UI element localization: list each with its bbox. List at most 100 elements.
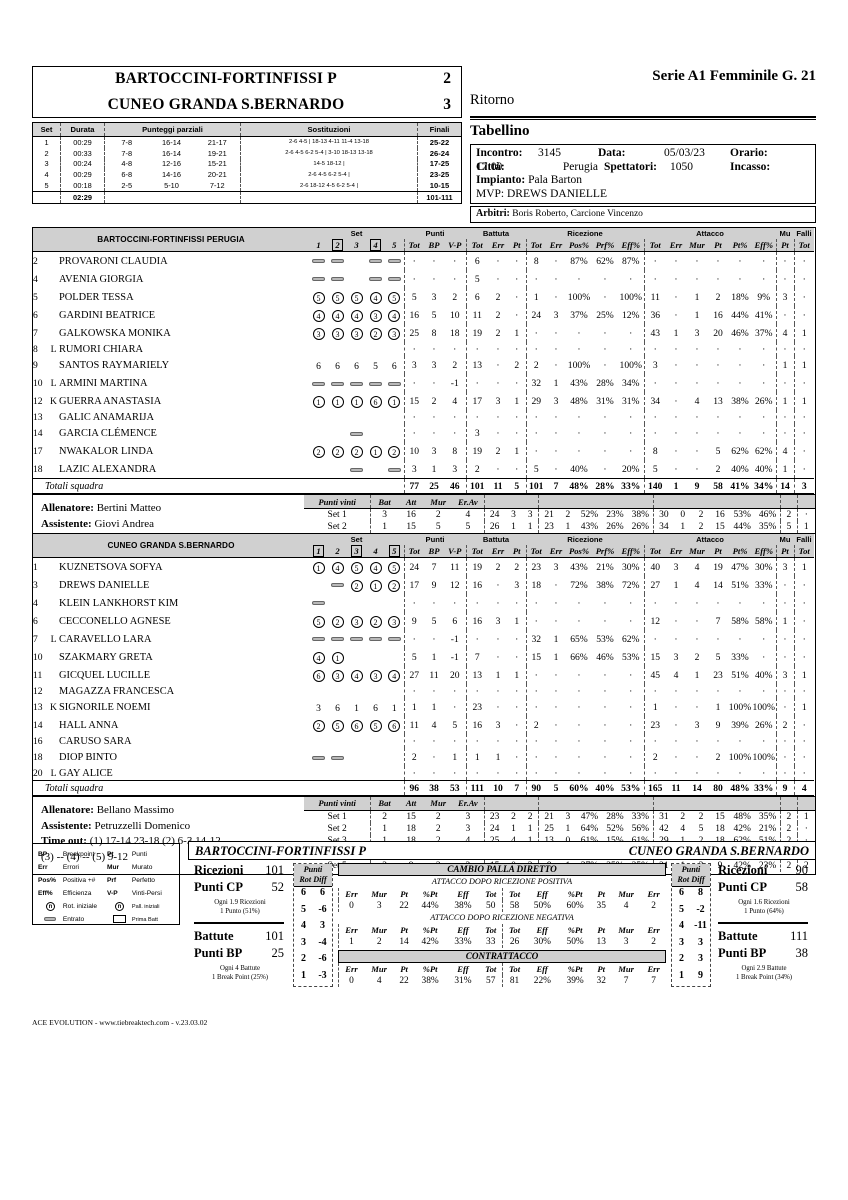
player-name: GALIC ANAMARIJA (59, 411, 154, 423)
entered-marker (312, 601, 325, 606)
stat-cell: · (695, 359, 699, 371)
stat-cell: 53% (621, 651, 640, 663)
player-set-position (309, 424, 328, 442)
stat-cell: 72% (621, 579, 640, 591)
analysis-col-right: Eff (536, 964, 548, 974)
stat-cell: 3 (673, 561, 679, 573)
analysis-col-right: Err (647, 925, 660, 935)
stat-cell: · (496, 701, 500, 713)
player-set-position: 1 (366, 576, 385, 594)
stat-cell: 3 (694, 719, 700, 731)
player-set-position (347, 252, 366, 271)
analysis-col-right: Tot (502, 924, 526, 936)
total-stat-cell: 3 (793, 478, 814, 495)
stat-cell: · (738, 767, 742, 779)
analysis-panel: BARTOCCINI-FORTINFISSI P CUNEO GRANDA S.… (188, 841, 816, 1013)
spettatori-label: Spettatori: (604, 160, 658, 173)
rotation-number: 1 (301, 969, 306, 981)
home-puntibp-row: Punti BP 25 (190, 946, 290, 963)
player-number: 1 (33, 561, 38, 573)
stat-cell: · (465, 630, 488, 648)
stat-cell: · (525, 342, 546, 357)
setstat-cell: 42% (733, 860, 751, 871)
stat-cell: 2 (643, 748, 666, 767)
rotation-header: Punti Rot Diff (672, 864, 710, 887)
rotation-row: 3 -4 (294, 937, 332, 954)
total-stat-cell: 9 (686, 478, 708, 495)
total-stat-cell: 101 (465, 478, 488, 495)
stat-cell: 2 (715, 463, 721, 475)
stat-cell: 5 (525, 460, 546, 479)
stat-cell: · (674, 633, 678, 645)
stat-cell: · (716, 343, 720, 355)
player-number: 18 (33, 463, 43, 475)
group-punti: Punti (404, 228, 466, 239)
player-set-position: 5 (347, 558, 366, 577)
player-set-position (385, 734, 404, 748)
total-stat-cell: 38 (424, 780, 444, 797)
partial-1: 4-8 (104, 158, 149, 170)
col-Tot: Tot (793, 239, 814, 252)
setstat-cell: 4 (680, 823, 686, 834)
away-punticp-value: 58 (795, 880, 809, 894)
player-set-position: 5 (347, 288, 366, 306)
set-number: 4 (44, 170, 49, 180)
stat-cell: 1 (452, 751, 458, 763)
set-final-score: 10-15 (417, 180, 462, 192)
stat-cell: · (577, 411, 581, 423)
stat-cell: · (515, 735, 519, 747)
setstat-cell: 23 (538, 520, 560, 534)
stat-cell: 29 (525, 392, 546, 411)
player-number: 12 (33, 395, 43, 407)
group-falli: Falli (794, 228, 814, 239)
attack-after-negative-reception-table: Err Mur Pt %Pt Eff Tot Tot Eff %Pt Pt Mur Err 1 2 14 42… (337, 924, 666, 948)
player-row: 17 NWAKALOR LINDA 2 2 2 1 2 10 3 8 19 2 1 · · · · · 8 · · 5 62… (33, 442, 814, 461)
partial-3: 7-12 (209, 181, 225, 191)
legend-entrato: Entrato (62, 916, 85, 923)
analysis-col-right: Mur (618, 925, 634, 935)
stat-cell: · (496, 463, 500, 475)
analysis-value-left: 3 (376, 901, 382, 911)
stat-cell: 58% (731, 615, 749, 627)
player-role (48, 288, 59, 306)
set-duration: 00:24 (60, 158, 105, 170)
stat-cell: · (716, 273, 720, 285)
set-final-score: 25-22 (417, 136, 462, 148)
stat-cell: 20% (621, 463, 640, 475)
stat-cell: 26% (754, 395, 773, 407)
stat-cell: 1 (431, 463, 437, 475)
stat-cell: · (525, 612, 546, 630)
player-set-position (328, 270, 347, 288)
stat-cell: · (603, 291, 607, 303)
setstat-row: Set 1 3 16 2 4 24 3 3 21 2 52% 23% 38% 30 0 2 16 53% 46% 2 · (304, 508, 815, 521)
total-stat-cell: 34% (752, 478, 776, 495)
col-VP: V-P (444, 545, 466, 558)
col-Prf: Prf% (592, 239, 618, 252)
totals-label: Totali squadra (33, 780, 404, 797)
player-row: 1 KUZNETSOVA SOFYA 1 4 5 4 5 24 7 11 19 2 2 23 3 43% 21%… (33, 557, 814, 577)
player-role (48, 252, 59, 271)
setstat-cell: 1 (565, 823, 571, 834)
partial-1: 2-5 (104, 180, 149, 192)
col-Tot: Tot (525, 545, 546, 558)
setstat-cell: 9 (717, 860, 723, 871)
stat-cell: 48% (570, 395, 588, 407)
stat-cell: · (554, 343, 558, 355)
analysis-value-right: 60% (566, 901, 584, 911)
legend-desc-2: Perfetto (131, 877, 155, 884)
rotation-diff: 3 (698, 936, 703, 948)
rotation-number: 1 (679, 969, 684, 981)
stat-cell: · (496, 735, 500, 747)
stat-cell: 51% (731, 579, 749, 591)
stat-cell: 3 (775, 557, 794, 576)
stat-cell: · (403, 410, 424, 425)
stat-cell: · (695, 685, 699, 697)
setstat-cell: 21 (538, 508, 560, 521)
set-number: 1 (44, 137, 49, 147)
stat-cell: · (432, 255, 436, 267)
total-stat-cell: 53% (618, 780, 644, 797)
team-block-away: CUNEO GRANDA S.BERNARDO Set Punti Battuta Ri… (32, 533, 816, 876)
analysis-value-right: 39% (566, 976, 584, 986)
player-role (48, 410, 59, 424)
starting-rotation-marker: 4 (369, 562, 382, 574)
